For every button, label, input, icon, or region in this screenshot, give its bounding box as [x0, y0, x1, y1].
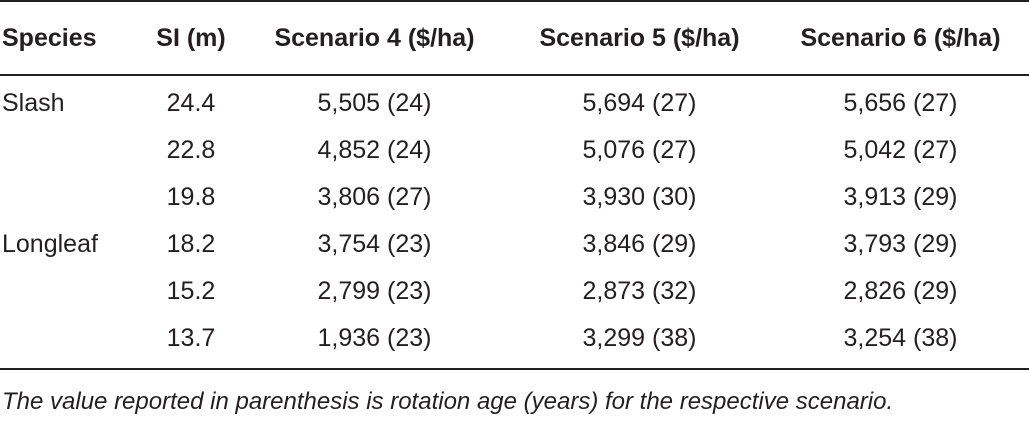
cell-species [0, 268, 140, 315]
cell-scenario-6: 5,042 (27) [843, 136, 958, 164]
table-row: 13.7 1,936 (23) 3,299 (38) 3,254 (38) [0, 315, 1029, 370]
header-si: SI (m) [140, 0, 242, 76]
cell-si: 18.2 [166, 230, 216, 258]
table-footnote: The value reported in parenthesis is rot… [2, 388, 894, 415]
cell-scenario-5: 3,930 (30) [582, 183, 697, 211]
cell-scenario-4: 3,754 (23) [317, 230, 432, 258]
cell-species [0, 315, 140, 370]
cell-species [0, 174, 140, 221]
cell-si: 13.7 [140, 315, 242, 370]
cell-scenario-5: 5,694 (27) [582, 89, 697, 117]
cell-scenario-6: 5,656 (27) [843, 89, 958, 117]
cell-scenario-4: 2,799 (23) [317, 277, 432, 305]
cell-species: Longleaf [2, 230, 98, 258]
table-row: 15.2 2,799 (23) 2,873 (32) 2,826 (29) [0, 268, 1029, 315]
cell-scenario-5: 3,299 (38) [507, 315, 772, 370]
cell-scenario-4: 5,505 (24) [317, 89, 432, 117]
cell-scenario-6: 2,826 (29) [843, 277, 958, 305]
table-body: Slash 24.4 5,505 (24) 5,694 (27) 5,656 (… [0, 75, 1029, 370]
table-row: Longleaf 18.2 3,754 (23) 3,846 (29) 3,79… [0, 221, 1029, 268]
cell-si: 24.4 [166, 89, 216, 117]
cell-scenario-6: 3,254 (38) [772, 315, 1029, 370]
cell-scenario-5: 5,076 (27) [582, 136, 697, 164]
cell-scenario-6: 3,913 (29) [843, 183, 958, 211]
cell-si: 19.8 [166, 183, 216, 211]
header-scenario-5: Scenario 5 ($/ha) [507, 0, 772, 76]
table-row: Slash 24.4 5,505 (24) 5,694 (27) 5,656 (… [0, 75, 1029, 127]
cell-species: Slash [2, 89, 65, 117]
header-row: Species SI (m) Scenario 4 ($/ha) Scenari… [0, 0, 1029, 76]
cell-scenario-4: 4,852 (24) [317, 136, 432, 164]
header-scenario-6: Scenario 6 ($/ha) [772, 0, 1029, 76]
header-scenario-4: Scenario 4 ($/ha) [242, 0, 507, 76]
cell-scenario-5: 2,873 (32) [582, 277, 697, 305]
cell-scenario-4: 3,806 (27) [317, 183, 432, 211]
cell-scenario-6: 3,793 (29) [843, 230, 958, 258]
cell-si: 15.2 [166, 277, 216, 305]
cell-scenario-5: 3,846 (29) [582, 230, 697, 258]
table-header: Species SI (m) Scenario 4 ($/ha) Scenari… [0, 0, 1029, 76]
results-table: Species SI (m) Scenario 4 ($/ha) Scenari… [0, 0, 1029, 370]
cell-scenario-4: 1,936 (23) [242, 315, 507, 370]
cell-species [0, 127, 140, 174]
table-row: 19.8 3,806 (27) 3,930 (30) 3,913 (29) [0, 174, 1029, 221]
cell-si: 22.8 [166, 136, 216, 164]
table-row: 22.8 4,852 (24) 5,076 (27) 5,042 (27) [0, 127, 1029, 174]
header-species: Species [0, 0, 140, 76]
